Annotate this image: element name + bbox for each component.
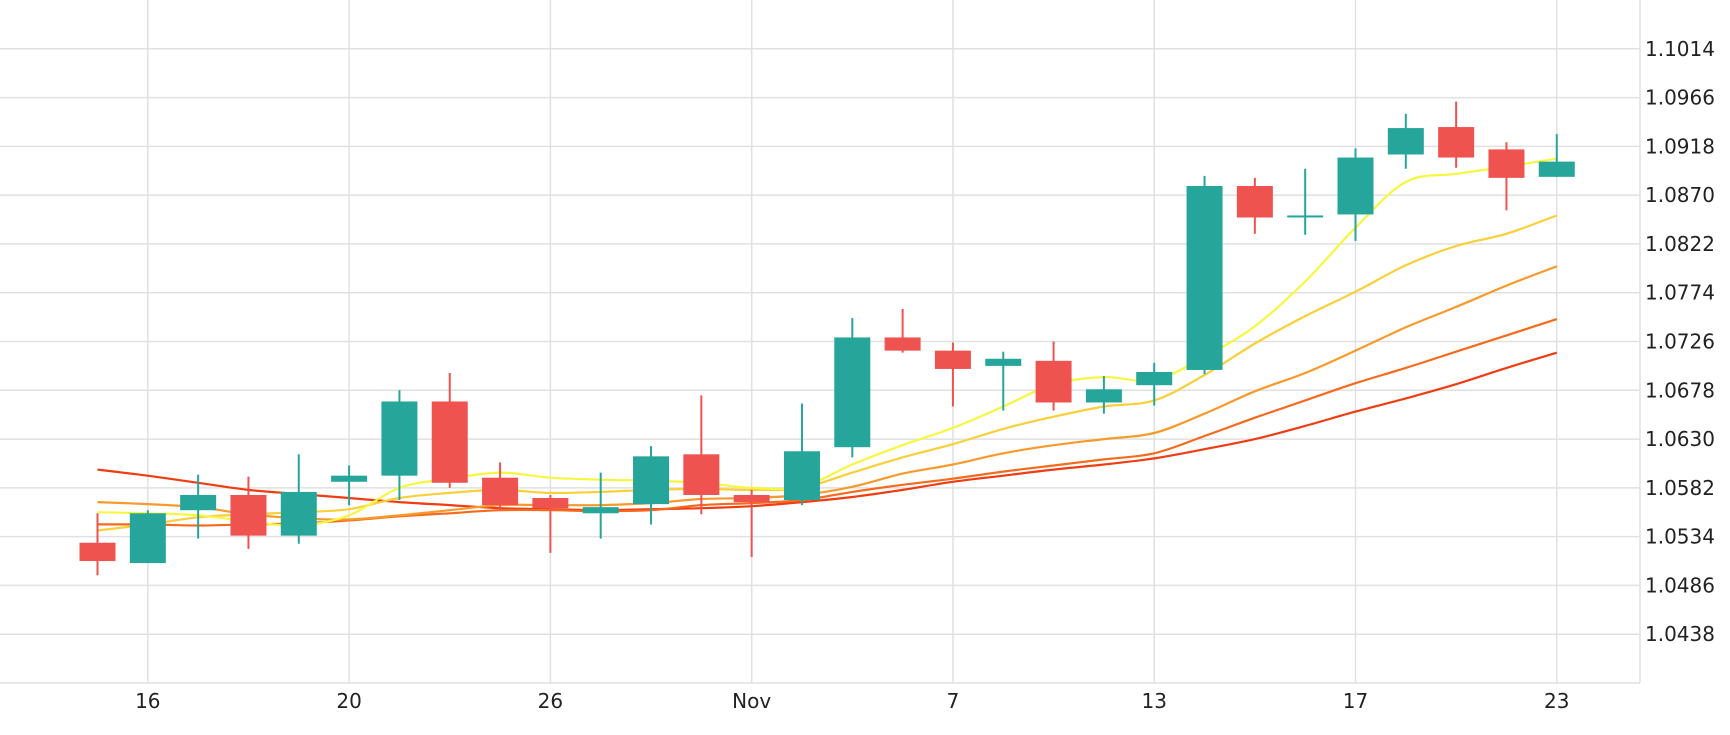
candle — [280, 454, 317, 544]
candle — [834, 318, 871, 458]
axis-layer: 1.1014 1.0966 1.0918 1.0870 1.0822 1.0774 1.07… — [135, 37, 1715, 713]
candle — [230, 476, 267, 549]
candle — [532, 494, 569, 553]
candle — [1438, 101, 1475, 168]
candle — [79, 513, 116, 576]
candle-body — [733, 494, 770, 503]
candle — [934, 342, 971, 407]
y-tick-label: 1.0726 — [1645, 330, 1715, 354]
candle-body — [1085, 389, 1122, 403]
x-tick-label: 23 — [1544, 689, 1569, 713]
candle-body — [1337, 157, 1374, 215]
y-tick-label: 1.0822 — [1645, 232, 1715, 256]
candle — [431, 373, 468, 488]
x-tick-label: 7 — [947, 689, 960, 713]
y-tick-label: 1.0966 — [1645, 86, 1715, 110]
candle-body — [381, 401, 418, 476]
candle-body — [834, 337, 871, 448]
x-tick-label: 13 — [1141, 689, 1166, 713]
candle-layer — [79, 101, 1575, 576]
moving-average-line-5 — [97, 351, 1558, 512]
candle — [1488, 142, 1525, 211]
moving-average-line-2 — [97, 214, 1558, 532]
candle — [1186, 175, 1223, 375]
candle-body — [1387, 128, 1424, 155]
y-tick-label: 1.0630 — [1645, 427, 1715, 451]
candle — [1035, 341, 1072, 411]
candle-body — [1186, 185, 1223, 370]
candle-body — [1488, 149, 1525, 178]
y-tick-label: 1.0678 — [1645, 378, 1715, 402]
y-tick-label: 1.0918 — [1645, 134, 1715, 158]
candle-body — [1538, 161, 1575, 177]
candle — [1236, 177, 1273, 234]
candle — [180, 474, 217, 539]
x-tick-label: 16 — [135, 689, 160, 713]
candle-body — [180, 494, 217, 511]
moving-average-line-1 — [97, 157, 1557, 527]
candle-body — [331, 475, 368, 482]
candle-body — [1236, 185, 1273, 218]
candle-body — [582, 507, 619, 514]
candle-body — [482, 477, 519, 506]
candle — [129, 510, 166, 564]
candle — [1085, 376, 1122, 414]
candle — [582, 472, 619, 539]
candle-body — [532, 498, 569, 509]
grid-layer — [0, 0, 1641, 684]
candle — [985, 351, 1022, 411]
candle-body — [79, 542, 116, 562]
candle-body — [280, 491, 317, 536]
x-tick-label: 20 — [336, 689, 361, 713]
x-tick-label: Nov — [732, 689, 771, 713]
candle — [633, 446, 670, 525]
y-tick-label: 1.0486 — [1645, 573, 1715, 597]
candle-body — [1287, 215, 1324, 218]
x-tick-label: 26 — [538, 689, 563, 713]
candle — [1538, 134, 1575, 177]
candle — [482, 462, 519, 511]
candle — [733, 489, 770, 557]
y-tick-label: 1.0534 — [1645, 525, 1715, 549]
candle — [1136, 362, 1173, 406]
candle-body — [129, 513, 166, 564]
y-tick-label: 1.0774 — [1645, 281, 1715, 305]
candle — [683, 395, 720, 515]
candle-body — [683, 454, 720, 495]
moving-average-line-3 — [97, 265, 1558, 521]
candle — [1337, 148, 1374, 241]
candle-body — [783, 451, 820, 501]
candle-body — [431, 401, 468, 483]
candle-body — [934, 350, 971, 369]
candle-body — [884, 337, 921, 351]
candle — [381, 390, 418, 501]
moving-average-line-4 — [97, 318, 1558, 527]
candle-body — [985, 358, 1022, 366]
candle-body — [230, 494, 267, 536]
candle-body — [1438, 127, 1475, 158]
candle-body — [1136, 371, 1173, 386]
candle — [331, 465, 368, 506]
candle — [1287, 168, 1324, 235]
candle-body — [633, 456, 670, 505]
moving-average-layer — [97, 157, 1558, 532]
x-tick-label: 17 — [1343, 689, 1368, 713]
y-tick-label: 1.1014 — [1645, 37, 1715, 61]
candle — [884, 308, 921, 353]
candle-body — [1035, 360, 1072, 403]
y-tick-label: 1.0870 — [1645, 183, 1715, 207]
candle — [1387, 113, 1424, 169]
y-tick-label: 1.0582 — [1645, 476, 1715, 500]
candle — [783, 403, 820, 506]
y-tick-label: 1.0438 — [1645, 622, 1715, 646]
